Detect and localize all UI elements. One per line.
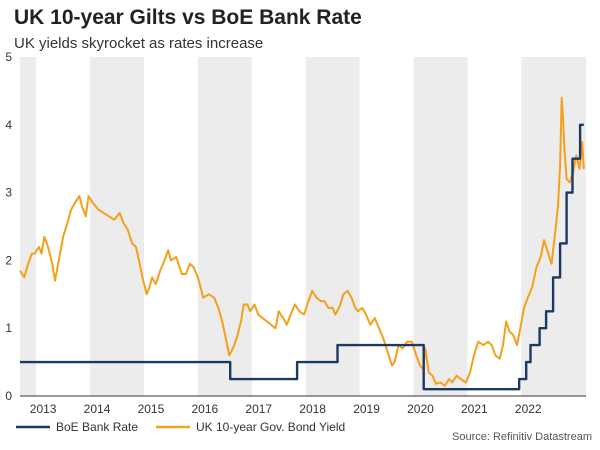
y-tick-label: 5 [5,50,12,64]
x-tick-label: 2015 [138,402,165,416]
x-tick-label: 2016 [191,402,218,416]
legend: BoE Bank Rate UK 10-year Gov. Bond Yield [16,420,345,434]
y-tick-label: 0 [5,389,12,403]
year-band [413,57,468,396]
y-axis: 0 1 2 3 4 5 [5,50,12,403]
year-bands [20,57,586,396]
x-tick-label: 2014 [84,402,111,416]
x-tick-label: 2021 [461,402,488,416]
y-tick-label: 1 [5,321,12,335]
x-tick-label: 2020 [407,402,434,416]
x-tick-label: 2022 [515,402,542,416]
plot-lines [19,96,585,391]
series-line-boe-bank-rate [20,123,584,391]
y-tick-label: 3 [5,186,12,200]
y-tick-label: 4 [5,118,12,132]
year-band [305,57,360,396]
legend-label-uk-10-year-yield: UK 10-year Gov. Bond Yield [196,420,345,434]
x-tick-label: 2018 [299,402,326,416]
x-axis: 2013 2014 2015 2016 2017 2018 2019 2020 2021 2022 [30,402,542,416]
year-band [575,57,586,396]
source-note: Source: Refinitiv Datastream [452,431,592,443]
series-line-uk-10-year-yield [19,96,585,387]
year-band [197,57,252,396]
x-tick-label: 2017 [245,402,272,416]
year-band [90,57,144,396]
year-band [20,57,37,396]
chart-subtitle: UK yields skyrocket as rates increase [14,35,264,52]
x-tick-label: 2013 [30,402,57,416]
y-tick-label: 2 [5,253,12,267]
chart-title: UK 10-year Gilts vs BoE Bank Rate [14,6,362,29]
legend-label-boe-bank-rate: BoE Bank Rate [56,420,138,434]
x-tick-label: 2019 [353,402,380,416]
